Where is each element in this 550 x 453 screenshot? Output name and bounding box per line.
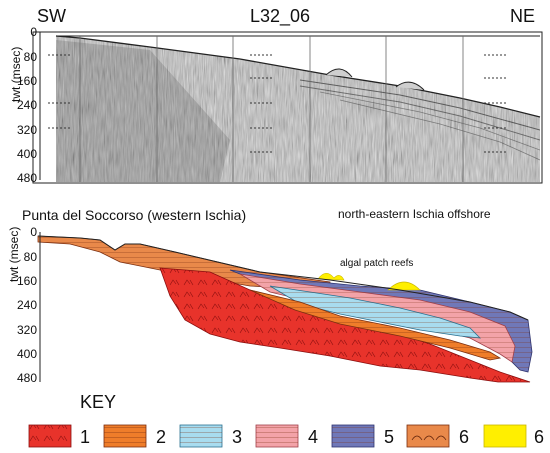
tick-label: 0 (30, 25, 37, 39)
algal-reef-small (317, 272, 345, 281)
annotation-label: algal patch reefs (340, 258, 414, 269)
key-swatch-6-arcs (406, 424, 450, 448)
key-swatch-3 (179, 424, 223, 448)
key-label-6b: 6 (534, 427, 545, 447)
key-legend (28, 424, 527, 448)
key-label-3: 3 (232, 427, 243, 447)
key-swatch-6-solid (483, 424, 527, 448)
tick-label: 240 (17, 298, 37, 312)
direction-ne-label: NE (510, 6, 536, 26)
tick-label: 400 (17, 347, 37, 361)
tick-label: 240 (17, 98, 37, 112)
direction-sw-label: SW (37, 6, 66, 26)
bottom-y-axis-label: twt (msec) (7, 226, 21, 282)
key-label-5: 5 (384, 427, 395, 447)
tick-label: 400 (17, 147, 37, 161)
seismic-gridlines (79, 36, 464, 182)
seafloor-profile (37, 235, 529, 321)
profile-title: L32_06 (250, 6, 311, 26)
key-swatch-5 (331, 424, 375, 448)
key-title: KEY (80, 392, 117, 412)
interpretation-section (37, 235, 533, 383)
location-right-label: north-eastern Ischia offshore (338, 207, 491, 221)
tick-label: 160 (17, 74, 37, 88)
tick-label: 0 (30, 225, 37, 239)
seismic-mound (395, 81, 425, 91)
seismic-time-marks (48, 54, 508, 153)
tick-label: 320 (17, 323, 37, 337)
key-label-2: 2 (156, 427, 167, 447)
bottom-y-axis: 0 80 160 240 320 400 480 (17, 225, 41, 385)
key-label-1: 1 (80, 427, 91, 447)
tick-label: 320 (17, 123, 37, 137)
tick-label: 80 (24, 250, 38, 264)
tick-label: 480 (17, 171, 37, 185)
tick-label: 80 (24, 50, 38, 64)
key-label-4: 4 (308, 427, 319, 447)
tick-label: 480 (17, 371, 37, 385)
key-swatch-1 (28, 424, 72, 448)
tick-label: 160 (17, 274, 37, 288)
key-swatch-2 (103, 424, 147, 448)
key-swatch-4 (255, 424, 299, 448)
algal-reef-large (387, 281, 421, 291)
location-left-label: Punta del Soccorso (western Ischia) (22, 207, 247, 223)
key-label-6a: 6 (459, 427, 470, 447)
top-y-axis: 0 80 160 240 320 400 480 (17, 25, 41, 185)
seismic-mound (325, 68, 353, 78)
